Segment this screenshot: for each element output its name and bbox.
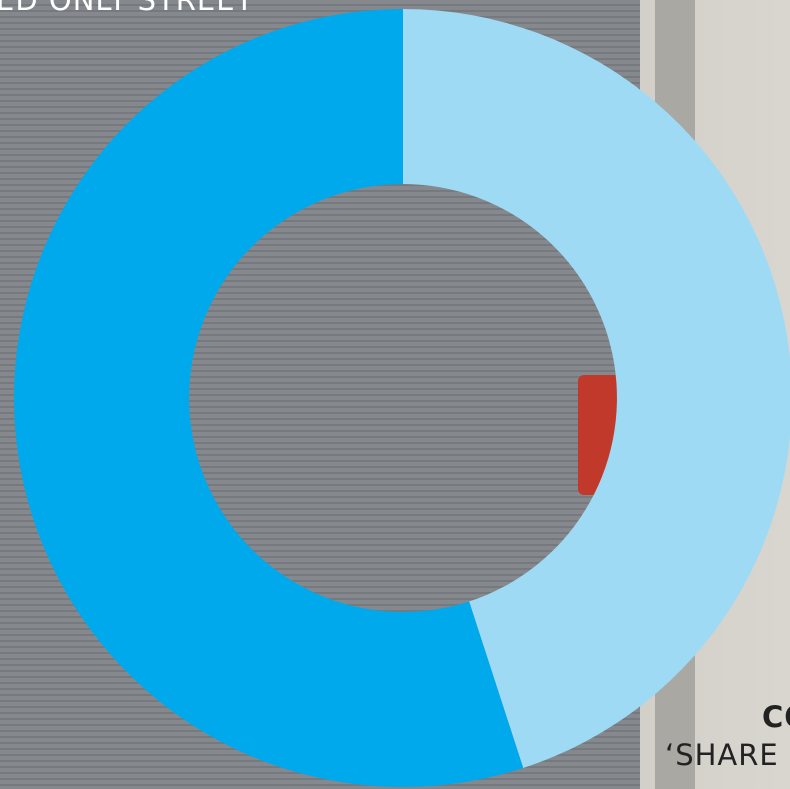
caption: ‘SHARE — [665, 738, 779, 772]
donut-segment — [13, 9, 524, 787]
donut-segment — [403, 9, 790, 768]
caption-bold: CO — [762, 700, 790, 734]
donut-chart — [13, 9, 790, 787]
caption: ED ONLY STREET — [0, 0, 254, 17]
